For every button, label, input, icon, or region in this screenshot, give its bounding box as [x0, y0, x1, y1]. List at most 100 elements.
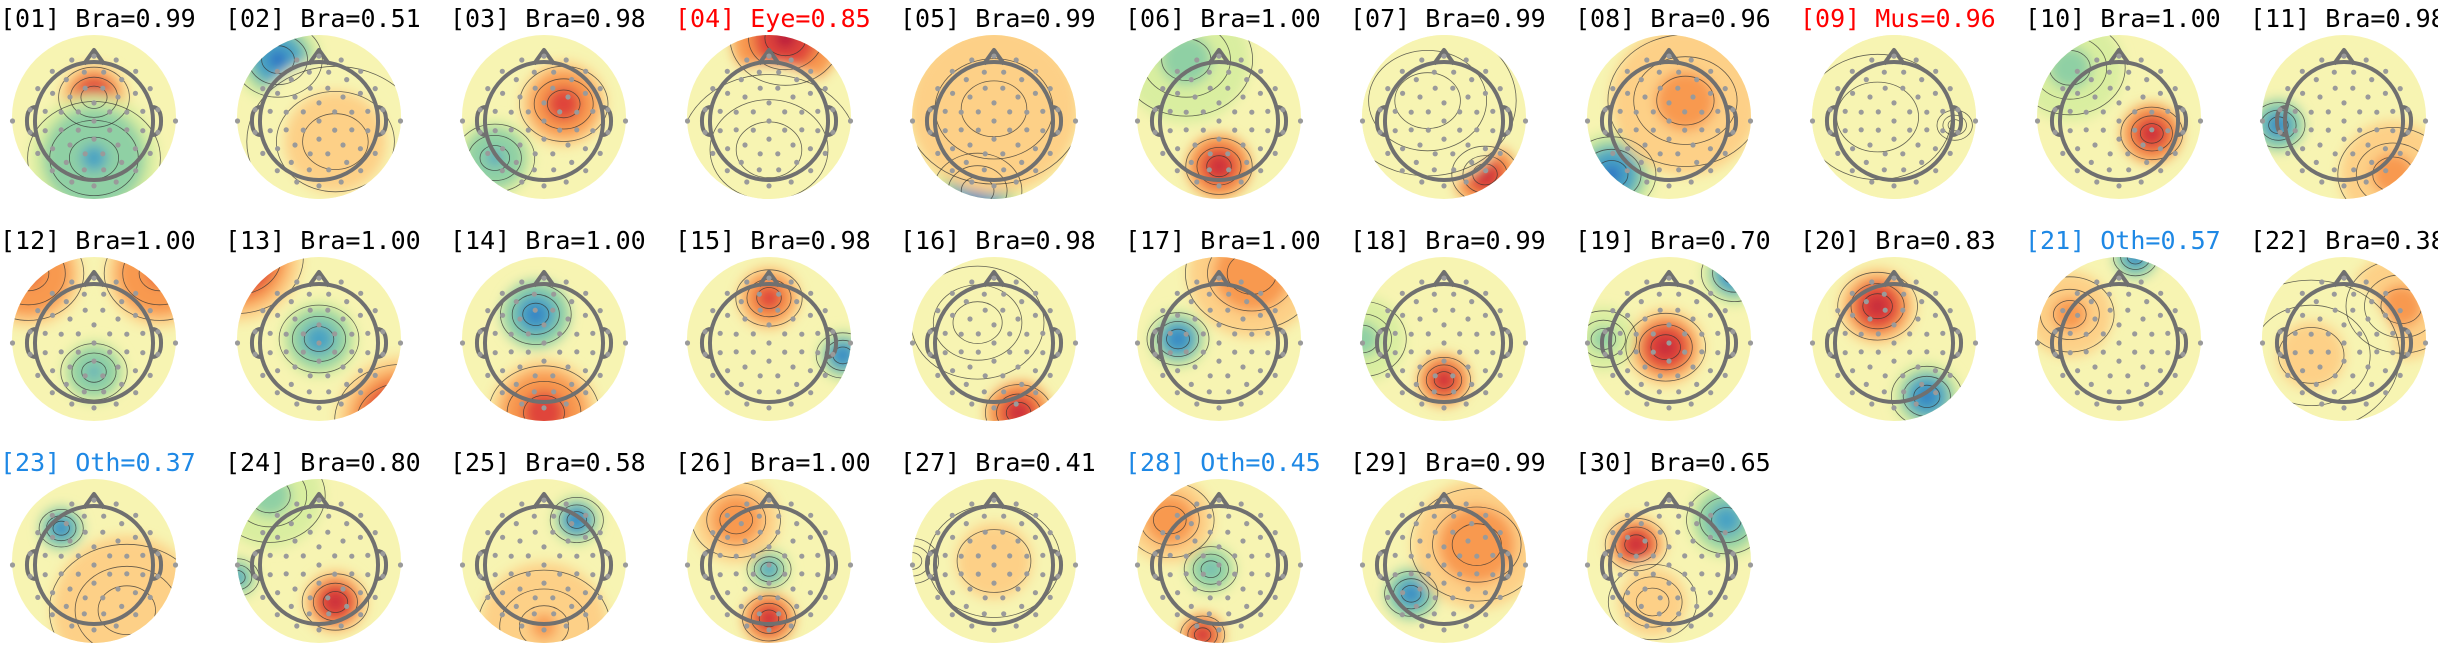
electrode: [2165, 109, 2170, 114]
topomap: [1133, 475, 1305, 647]
electrode: [307, 389, 312, 394]
electrode: [1651, 572, 1656, 577]
electrode: [1483, 590, 1488, 595]
electrode: [1730, 352, 1735, 357]
electrode: [82, 292, 87, 297]
electrode: [1000, 530, 1005, 535]
electrode: [485, 308, 490, 313]
electrode: [1450, 86, 1455, 91]
electrode: [776, 292, 781, 297]
electrode: [1055, 329, 1060, 334]
electrode: [1469, 160, 1474, 165]
electrode: [1625, 69, 1630, 74]
electrode: [1610, 530, 1615, 535]
electrode: [1208, 595, 1213, 600]
electrode: [1490, 350, 1495, 355]
electrode: [982, 514, 987, 519]
topomap: [683, 253, 855, 425]
electrode: [551, 389, 556, 394]
electrode: [1708, 390, 1713, 395]
electrode: [1625, 513, 1630, 518]
electrode: [1273, 530, 1278, 535]
electrode: [605, 329, 610, 334]
component-label: [19] Bra=0.70: [1575, 227, 1771, 255]
electrode: [500, 313, 505, 318]
electrode: [1490, 553, 1495, 558]
electrode: [1474, 571, 1479, 576]
electrode: [848, 340, 853, 345]
electrode: [1433, 151, 1438, 156]
electrode: [133, 69, 138, 74]
electrode: [1689, 179, 1694, 184]
electrode: [1216, 100, 1221, 105]
electrode: [910, 562, 915, 567]
electrode: [373, 530, 378, 535]
electrode: [742, 538, 747, 543]
electrode: [799, 332, 804, 337]
electrode: [550, 86, 555, 91]
electrode: [541, 118, 546, 123]
electrode: [2198, 340, 2203, 345]
electrode: [991, 405, 996, 410]
electrode: [744, 57, 749, 62]
electrode: [358, 612, 363, 617]
electrode: [2326, 331, 2331, 336]
electrode: [775, 530, 780, 535]
electrode: [115, 94, 120, 99]
electrode: [976, 350, 981, 355]
electrode: [1867, 316, 1872, 321]
electrode: [703, 574, 708, 579]
electrode: [2139, 57, 2144, 62]
electrode: [815, 553, 820, 558]
electrode: [583, 513, 588, 518]
electrode: [1400, 91, 1405, 96]
electrode: [766, 581, 771, 586]
electrode: [307, 611, 312, 616]
electrode: [541, 276, 546, 281]
electrode: [124, 110, 129, 115]
topomap: [2033, 31, 2205, 203]
electrode: [339, 179, 344, 184]
topomap: [233, 475, 405, 647]
electrode: [2180, 329, 2185, 334]
electrode: [1625, 168, 1630, 173]
activation-blob: [1715, 254, 1753, 292]
electrode: [1907, 331, 1912, 336]
electrode: [1216, 137, 1221, 142]
electrode: [1657, 70, 1662, 75]
electrode: [1007, 128, 1012, 133]
electrode: [1940, 109, 1945, 114]
electrode: [349, 127, 354, 132]
electrode: [114, 179, 119, 184]
electrode: [823, 86, 828, 91]
electrode: [808, 535, 813, 540]
electrode: [2060, 308, 2065, 313]
electrode: [1634, 127, 1639, 132]
electrode: [1450, 595, 1455, 600]
electrode: [2053, 352, 2058, 357]
electrode: [1207, 167, 1212, 172]
electrode: [1175, 535, 1180, 540]
electrode: [253, 352, 258, 357]
electrode: [1730, 551, 1735, 556]
electrode: [340, 538, 345, 543]
electrode: [1699, 332, 1704, 337]
electrode: [766, 137, 771, 142]
electrode: [2341, 54, 2346, 59]
component-label: [18] Bra=0.99: [1350, 227, 1546, 255]
electrode: [326, 389, 331, 394]
electrode: [790, 538, 795, 543]
electrode: [316, 340, 321, 345]
electrode: [1948, 308, 1953, 313]
electrode: [557, 553, 562, 558]
electrode: [67, 364, 72, 369]
electrode: [983, 373, 988, 378]
electrode: [316, 54, 321, 59]
electrode: [2068, 109, 2073, 114]
component-label: [16] Bra=0.98: [900, 227, 1096, 255]
electrode: [1694, 382, 1699, 387]
electrode: [564, 501, 569, 506]
electrode: [2350, 373, 2355, 378]
electrode: [478, 130, 483, 135]
electrode: [2369, 77, 2374, 82]
